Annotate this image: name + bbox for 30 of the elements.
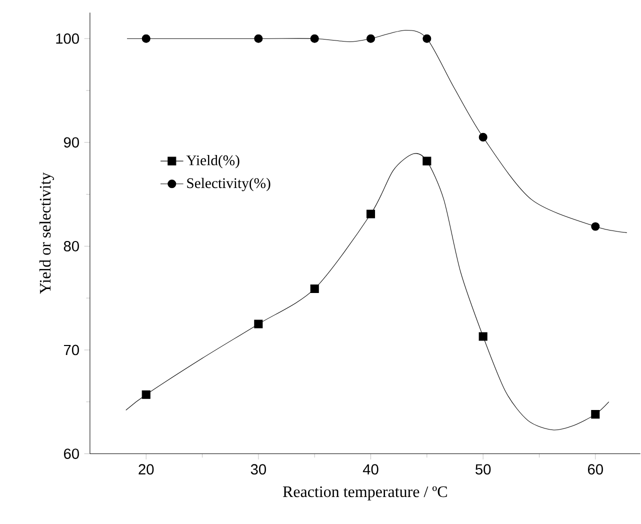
- point: [310, 34, 319, 44]
- point: [366, 210, 376, 218]
- point: [142, 390, 150, 400]
- x-tick-label: 60: [588, 464, 603, 475]
- y-tick-label: 80: [64, 241, 79, 252]
- point: [422, 156, 432, 166]
- point: [310, 284, 319, 294]
- x-tick-label: 50: [476, 464, 491, 475]
- point: [142, 34, 150, 44]
- legend-label: Selectivity(%): [187, 178, 270, 192]
- point: [478, 332, 488, 341]
- point: [254, 320, 263, 328]
- point: [422, 34, 432, 44]
- x-tick-label: 20: [138, 464, 154, 475]
- x-tick-label: 40: [362, 464, 378, 475]
- point: [478, 133, 488, 142]
- point: [591, 222, 600, 231]
- y-tick-label: 60: [64, 448, 79, 460]
- y-tick-label: 90: [64, 137, 79, 148]
- point: [366, 34, 376, 44]
- legend-label: Yield(%): [186, 155, 240, 168]
- point: [254, 34, 263, 44]
- x-tick-label: 30: [250, 464, 266, 475]
- x-axis-title: Reaction temperature / ºC: [282, 486, 447, 501]
- y-axis-title: Yield or selectivity: [39, 172, 54, 294]
- y-tick-label: 70: [64, 344, 79, 356]
- point: [591, 410, 600, 419]
- y-tick-label: 100: [56, 34, 79, 44]
- line-series: [126, 30, 628, 234]
- line-series: [126, 153, 610, 430]
